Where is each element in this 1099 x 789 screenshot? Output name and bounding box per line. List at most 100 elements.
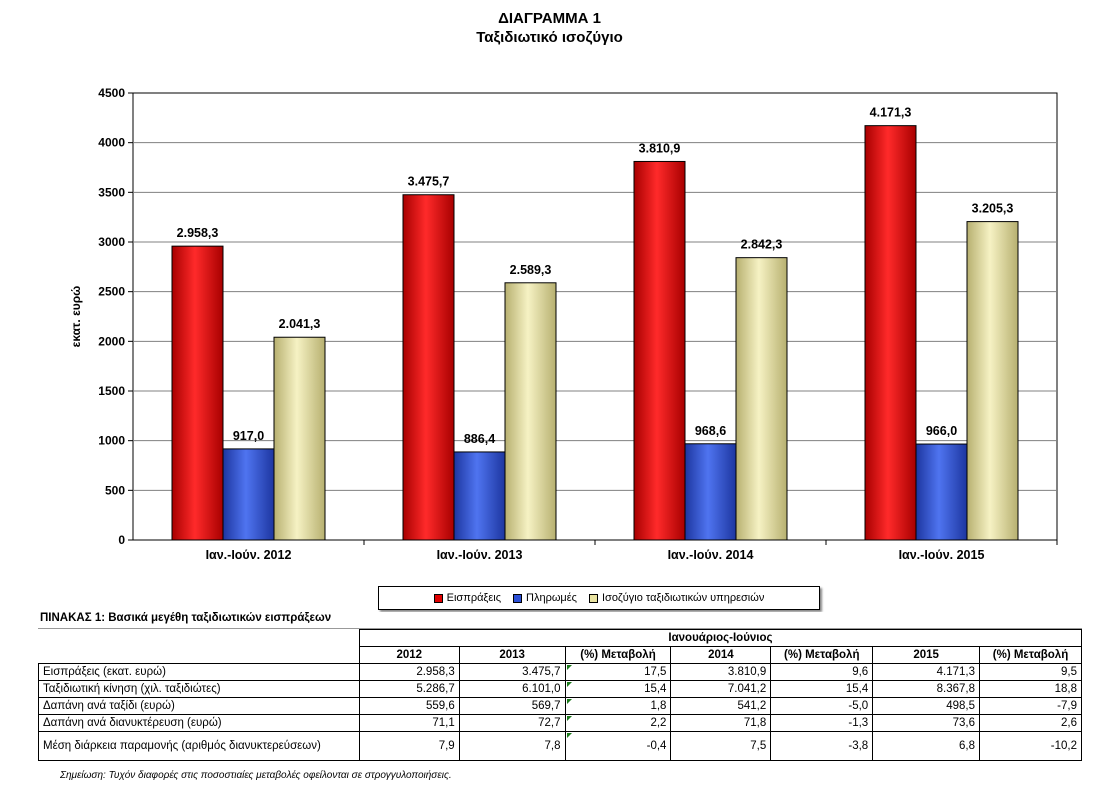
data-label: 968,6 (695, 424, 726, 438)
bar-payments (915, 443, 968, 541)
column-header: (%) Μεταβολή (564, 646, 672, 664)
bar-balance (735, 257, 788, 541)
table-caption: ΠΙΝΑΚΑΣ 1: Βασικά μεγέθη ταξιδιωτικών ει… (38, 612, 1082, 629)
bar-receipts (864, 125, 917, 541)
table-cell: 2,2 (564, 714, 672, 732)
y-tick-label: 0 (118, 533, 125, 547)
table-cell: 2,6 (979, 714, 1082, 732)
table-cell: 9,5 (979, 663, 1082, 681)
column-header: 2012 (358, 646, 460, 664)
x-tick-label: Ιαν.-Ιούν. 2012 (206, 548, 292, 562)
table-cell: 71,8 (670, 714, 772, 732)
table-cell: 17,5 (564, 663, 672, 681)
legend-swatch-receipts (433, 593, 443, 603)
column-header: 2013 (458, 646, 566, 664)
table-corner-cell (38, 629, 360, 647)
table-row: Ταξιδιωτική κίνηση (χιλ. ταξιδιώτες) 5.2… (38, 680, 1082, 698)
legend-label-receipts: Εισπράξεις (446, 592, 502, 604)
table-cell: 4.171,3 (872, 663, 981, 681)
table-cell: 6,8 (872, 731, 981, 761)
y-tick-label: 4000 (98, 136, 125, 150)
y-tick-label: 2500 (98, 285, 125, 299)
table-cell: -7,9 (979, 697, 1082, 715)
bar-receipts (171, 245, 224, 541)
y-tick-label: 3000 (98, 235, 125, 249)
table-row: Δαπάνη ανά διανυκτέρευση (ευρώ) 71,1 72,… (38, 714, 1082, 732)
table-cell: 8.367,8 (872, 680, 981, 698)
data-label: 917,0 (233, 429, 264, 443)
y-tick-label: 2000 (98, 334, 125, 348)
table-group-header: Ιανουάριος-Ιούνιος (358, 629, 1083, 647)
data-label: 2.842,3 (741, 238, 783, 252)
table-cell: 7,8 (458, 731, 566, 761)
bar-balance (273, 336, 326, 541)
chart-subtitle: Ταξιδιωτικό ισοζύγιο (476, 29, 623, 46)
y-tick-label: 500 (105, 483, 125, 497)
data-label: 3.475,7 (408, 175, 450, 189)
table-cell: 7,9 (358, 731, 460, 761)
data-label: 966,0 (926, 424, 957, 438)
x-tick-label: Ιαν.-Ιούν. 2014 (668, 548, 754, 562)
table-cell: -1,3 (770, 714, 874, 732)
data-label: 4.171,3 (870, 106, 912, 120)
footnote: Σημείωση: Τυχόν διαφορές στις ποσοστιαίε… (60, 770, 452, 781)
legend-item-receipts: Εισπράξεις (433, 592, 502, 604)
data-label: 2.041,3 (279, 317, 321, 331)
table-cell: 569,7 (458, 697, 566, 715)
table-cell: 2.958,3 (358, 663, 460, 681)
legend-item-payments: Πληρωμές (513, 592, 577, 604)
table-cell: 7.041,2 (670, 680, 772, 698)
legend-label-balance: Ισοζύγιο ταξιδιωτικών υπηρεσιών (601, 592, 765, 604)
bar-payments (684, 443, 737, 541)
data-label: 3.810,9 (639, 141, 681, 155)
table-cell: 3.810,9 (670, 663, 772, 681)
table-cell: 18,8 (979, 680, 1082, 698)
bar-balance (966, 221, 1019, 541)
table-cell: -3,8 (770, 731, 874, 761)
row-label: Εισπράξεις (εκατ. ευρώ) (38, 663, 360, 681)
table-cell: 15,4 (770, 680, 874, 698)
y-axis-label: εκατ. ευρώ (69, 286, 83, 348)
table-header-row: 2012 2013 (%) Μεταβολή 2014 (%) Μεταβολή… (38, 646, 1082, 664)
bar-payments (453, 451, 506, 541)
data-label: 2.958,3 (177, 226, 219, 240)
table-cell: 71,1 (358, 714, 460, 732)
chart-title: ΔΙΑΓΡΑΜΜΑ 1 (498, 10, 601, 27)
column-header: (%) Μεταβολή (770, 646, 874, 664)
column-header: (%) Μεταβολή (979, 646, 1082, 664)
y-tick-label: 4500 (98, 86, 125, 100)
table-cell: 9,6 (770, 663, 874, 681)
table-row: Μέση διάρκεια παραμονής (αριθμός διανυκτ… (38, 731, 1082, 761)
table-cell: 498,5 (872, 697, 981, 715)
table-cell: 5.286,7 (358, 680, 460, 698)
bar-chart: 0 500 1000 1500 2000 2500 3000 3500 4000 4500 εκατ… (69, 86, 1058, 562)
table-corner-cell (38, 646, 360, 664)
row-label: Δαπάνη ανά διανυκτέρευση (ευρώ) (38, 714, 360, 732)
bar-balance (504, 282, 557, 541)
row-label: Δαπάνη ανά ταξίδι (ευρώ) (38, 697, 360, 715)
table-cell: 7,5 (670, 731, 772, 761)
data-table: Ιανουάριος-Ιούνιος 2012 2013 (%) Μεταβολ… (38, 629, 1083, 761)
x-tick-label: Ιαν.-Ιούν. 2015 (899, 548, 985, 562)
table-cell: -5,0 (770, 697, 874, 715)
legend-label-payments: Πληρωμές (526, 592, 577, 604)
table-cell: 559,6 (358, 697, 460, 715)
table-cell: 6.101,0 (458, 680, 566, 698)
table-cell: 72,7 (458, 714, 566, 732)
data-label: 3.205,3 (972, 202, 1014, 216)
table-row: Δαπάνη ανά ταξίδι (ευρώ) 559,6 569,7 1,8… (38, 697, 1082, 715)
table-group-header-row: Ιανουάριος-Ιούνιος (38, 629, 1083, 647)
y-tick-label: 3500 (98, 185, 125, 199)
column-header: 2015 (872, 646, 981, 664)
bar-receipts (633, 160, 686, 541)
bar-payments (222, 448, 275, 541)
table-cell: 73,6 (872, 714, 981, 732)
column-header: 2014 (670, 646, 772, 664)
table-cell: 1,8 (564, 697, 672, 715)
row-label: Μέση διάρκεια παραμονής (αριθμός διανυκτ… (38, 731, 360, 761)
bar-receipts (402, 194, 455, 541)
legend-swatch-balance (588, 593, 598, 603)
table-cell: 3.475,7 (458, 663, 566, 681)
row-label: Ταξιδιωτική κίνηση (χιλ. ταξιδιώτες) (38, 680, 360, 698)
table-cell: -10,2 (979, 731, 1082, 761)
